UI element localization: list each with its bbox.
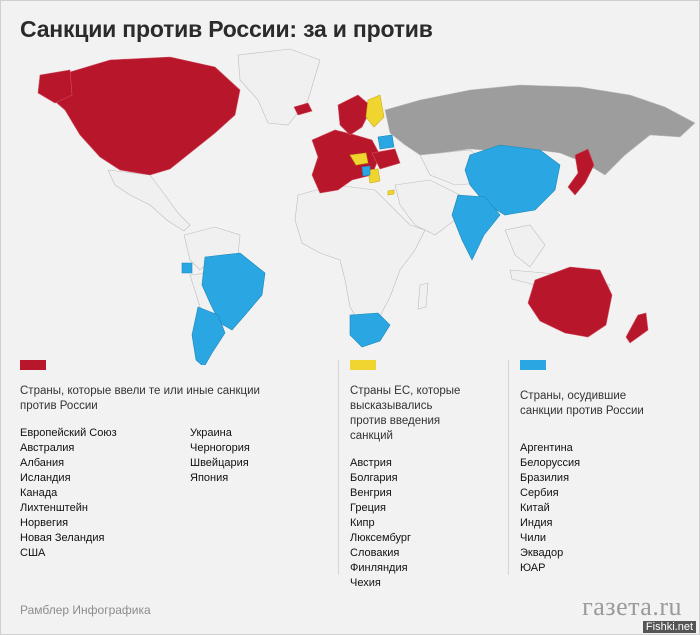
list-item: Новая Зеландия [20, 532, 105, 544]
map-africa [294, 184, 426, 328]
list-item: Албания [20, 457, 65, 469]
opposed-countries [349, 94, 395, 196]
legend-divider [338, 360, 339, 575]
watermark: Fishki.net [642, 621, 696, 633]
list-item: Китай [520, 502, 550, 514]
map-central-america [107, 169, 191, 232]
map-brazil [201, 252, 266, 331]
map-greenland [237, 48, 321, 126]
list-item: Белоруссия [520, 457, 581, 469]
list-item: Норвегия [20, 517, 69, 529]
legend-condemned-label: Страны, осудившие санкции против России [520, 390, 644, 417]
map-south-africa [349, 312, 391, 348]
legend-opposed-label: Страны ЕС, которые высказывались против … [350, 385, 461, 442]
condemned-list: Аргентина Белоруссия Бразилия Сербия Кит… [520, 441, 685, 576]
map-ukraine [371, 148, 401, 170]
list-item: Венгрия [350, 487, 392, 499]
list-item: Австралия [20, 442, 75, 454]
legend-opposed: Страны ЕС, которые высказывались против … [350, 360, 510, 591]
map-alaska [37, 69, 73, 104]
list-item: Канада [20, 487, 58, 499]
list-item: Индия [520, 517, 553, 529]
list-item: Бразилия [520, 472, 570, 484]
map-central-eu [349, 152, 369, 166]
map-middle-east [394, 179, 461, 236]
legend-sanctions: Страны, которые ввели те или иные санкци… [20, 360, 340, 561]
map-new-zealand [625, 312, 649, 344]
gazeta-logo[interactable]: газета.ru [582, 592, 682, 621]
legend-sanctions-label: Страны, которые ввели те или иные санкци… [20, 385, 260, 412]
map-iceland [293, 102, 313, 116]
list-item: ЮАР [520, 562, 546, 574]
list-item: Лихтенштейн [20, 502, 88, 514]
list-item: Европейский Союз [20, 427, 117, 439]
list-item: Япония [190, 472, 229, 484]
sanctions-countries [37, 56, 649, 344]
map-india [451, 194, 501, 261]
list-item: Эквадор [520, 547, 564, 559]
list-item: Австрия [350, 457, 392, 469]
map-balkans-eu [367, 168, 381, 184]
list-item: Чили [520, 532, 547, 544]
list-item: Сербия [520, 487, 559, 499]
map-scandinavia [337, 94, 373, 136]
source-credit: Рамблер Инфографика [20, 603, 151, 617]
map-belarus [377, 134, 395, 150]
legend-swatch-yellow [350, 360, 376, 370]
list-item: Исландия [20, 472, 71, 484]
list-item: Кипр [350, 517, 375, 529]
map-finland [365, 94, 385, 128]
map-china [464, 144, 561, 216]
legend-swatch-blue [520, 360, 546, 370]
legend-condemned: Страны, осудившие санкции против России … [520, 360, 685, 576]
map-madagascar [417, 282, 429, 310]
world-map [37, 48, 696, 365]
page-title: Санкции против России: за и против [20, 16, 433, 42]
map-southeast-asia [504, 224, 546, 268]
opposed-list: Австрия Болгария Венгрия Греция Кипр Люк… [350, 456, 510, 591]
list-item: Аргентина [520, 442, 573, 454]
list-item: США [20, 547, 46, 559]
list-item: Финляндия [350, 562, 408, 574]
list-item: Болгария [350, 472, 398, 484]
map-ecuador [181, 262, 193, 274]
list-item: Греция [350, 502, 386, 514]
map-japan [567, 148, 595, 196]
list-item: Словакия [350, 547, 400, 559]
list-item: Чехия [350, 577, 381, 589]
list-item: Украина [190, 427, 232, 439]
sanctions-list-b: Украина Черногория Швейцария Япония [190, 426, 330, 561]
map-europe [311, 129, 381, 194]
list-item: Швейцария [190, 457, 249, 469]
legend-swatch-red [20, 360, 46, 370]
map-australia [527, 266, 613, 338]
map-russia [384, 84, 696, 176]
map-chile-argentina [191, 306, 226, 365]
list-item: Люксембург [350, 532, 412, 544]
map-north-america [49, 56, 241, 176]
list-item: Черногория [190, 442, 250, 454]
sanctions-list-a: Европейский Союз Австралия Албания Ислан… [20, 426, 190, 561]
condemned-countries [181, 134, 561, 365]
map-serbia [361, 165, 371, 177]
map-cyprus [387, 189, 395, 196]
legend-divider [508, 360, 509, 575]
